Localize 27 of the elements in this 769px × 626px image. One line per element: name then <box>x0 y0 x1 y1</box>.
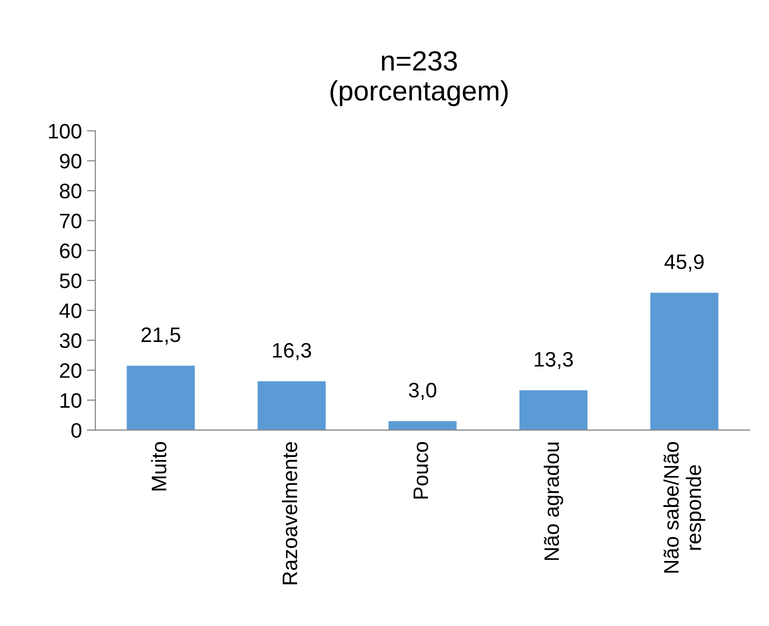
bar <box>650 292 718 430</box>
data-label: 21,5 <box>142 327 180 345</box>
bar <box>519 390 588 430</box>
bar <box>388 421 457 430</box>
y-tick-label: 20 <box>60 363 82 378</box>
y-tick-label: 40 <box>59 303 82 318</box>
data-label: 3,0 <box>408 382 436 400</box>
y-tick-label: 50 <box>60 273 82 288</box>
chart-title: n=233 (porcentagem) <box>330 51 508 106</box>
y-tick-label: 80 <box>60 184 82 198</box>
x-tick-label: Muito <box>151 442 166 490</box>
x-tick-label: Pouco <box>414 442 428 499</box>
x-tick-label: Razoavelmente <box>282 442 298 584</box>
y-tick-label: 10 <box>60 393 82 408</box>
y-tick-label: 30 <box>60 333 82 348</box>
y-tick-label: 0 <box>71 423 82 438</box>
y-tick-label: 60 <box>60 244 82 258</box>
data-label: 45,9 <box>664 254 704 272</box>
data-label: 13,3 <box>534 352 573 370</box>
bar <box>126 366 195 430</box>
data-label: 16,3 <box>273 342 312 360</box>
bar <box>258 381 326 430</box>
y-tick-label: 100 <box>48 124 82 139</box>
y-tick-label: 70 <box>60 214 82 228</box>
x-tick-label: Não agradou <box>544 442 564 560</box>
x-tick-label: Não sabe/Não responde <box>663 442 706 573</box>
y-tick-label: 90 <box>60 154 82 169</box>
